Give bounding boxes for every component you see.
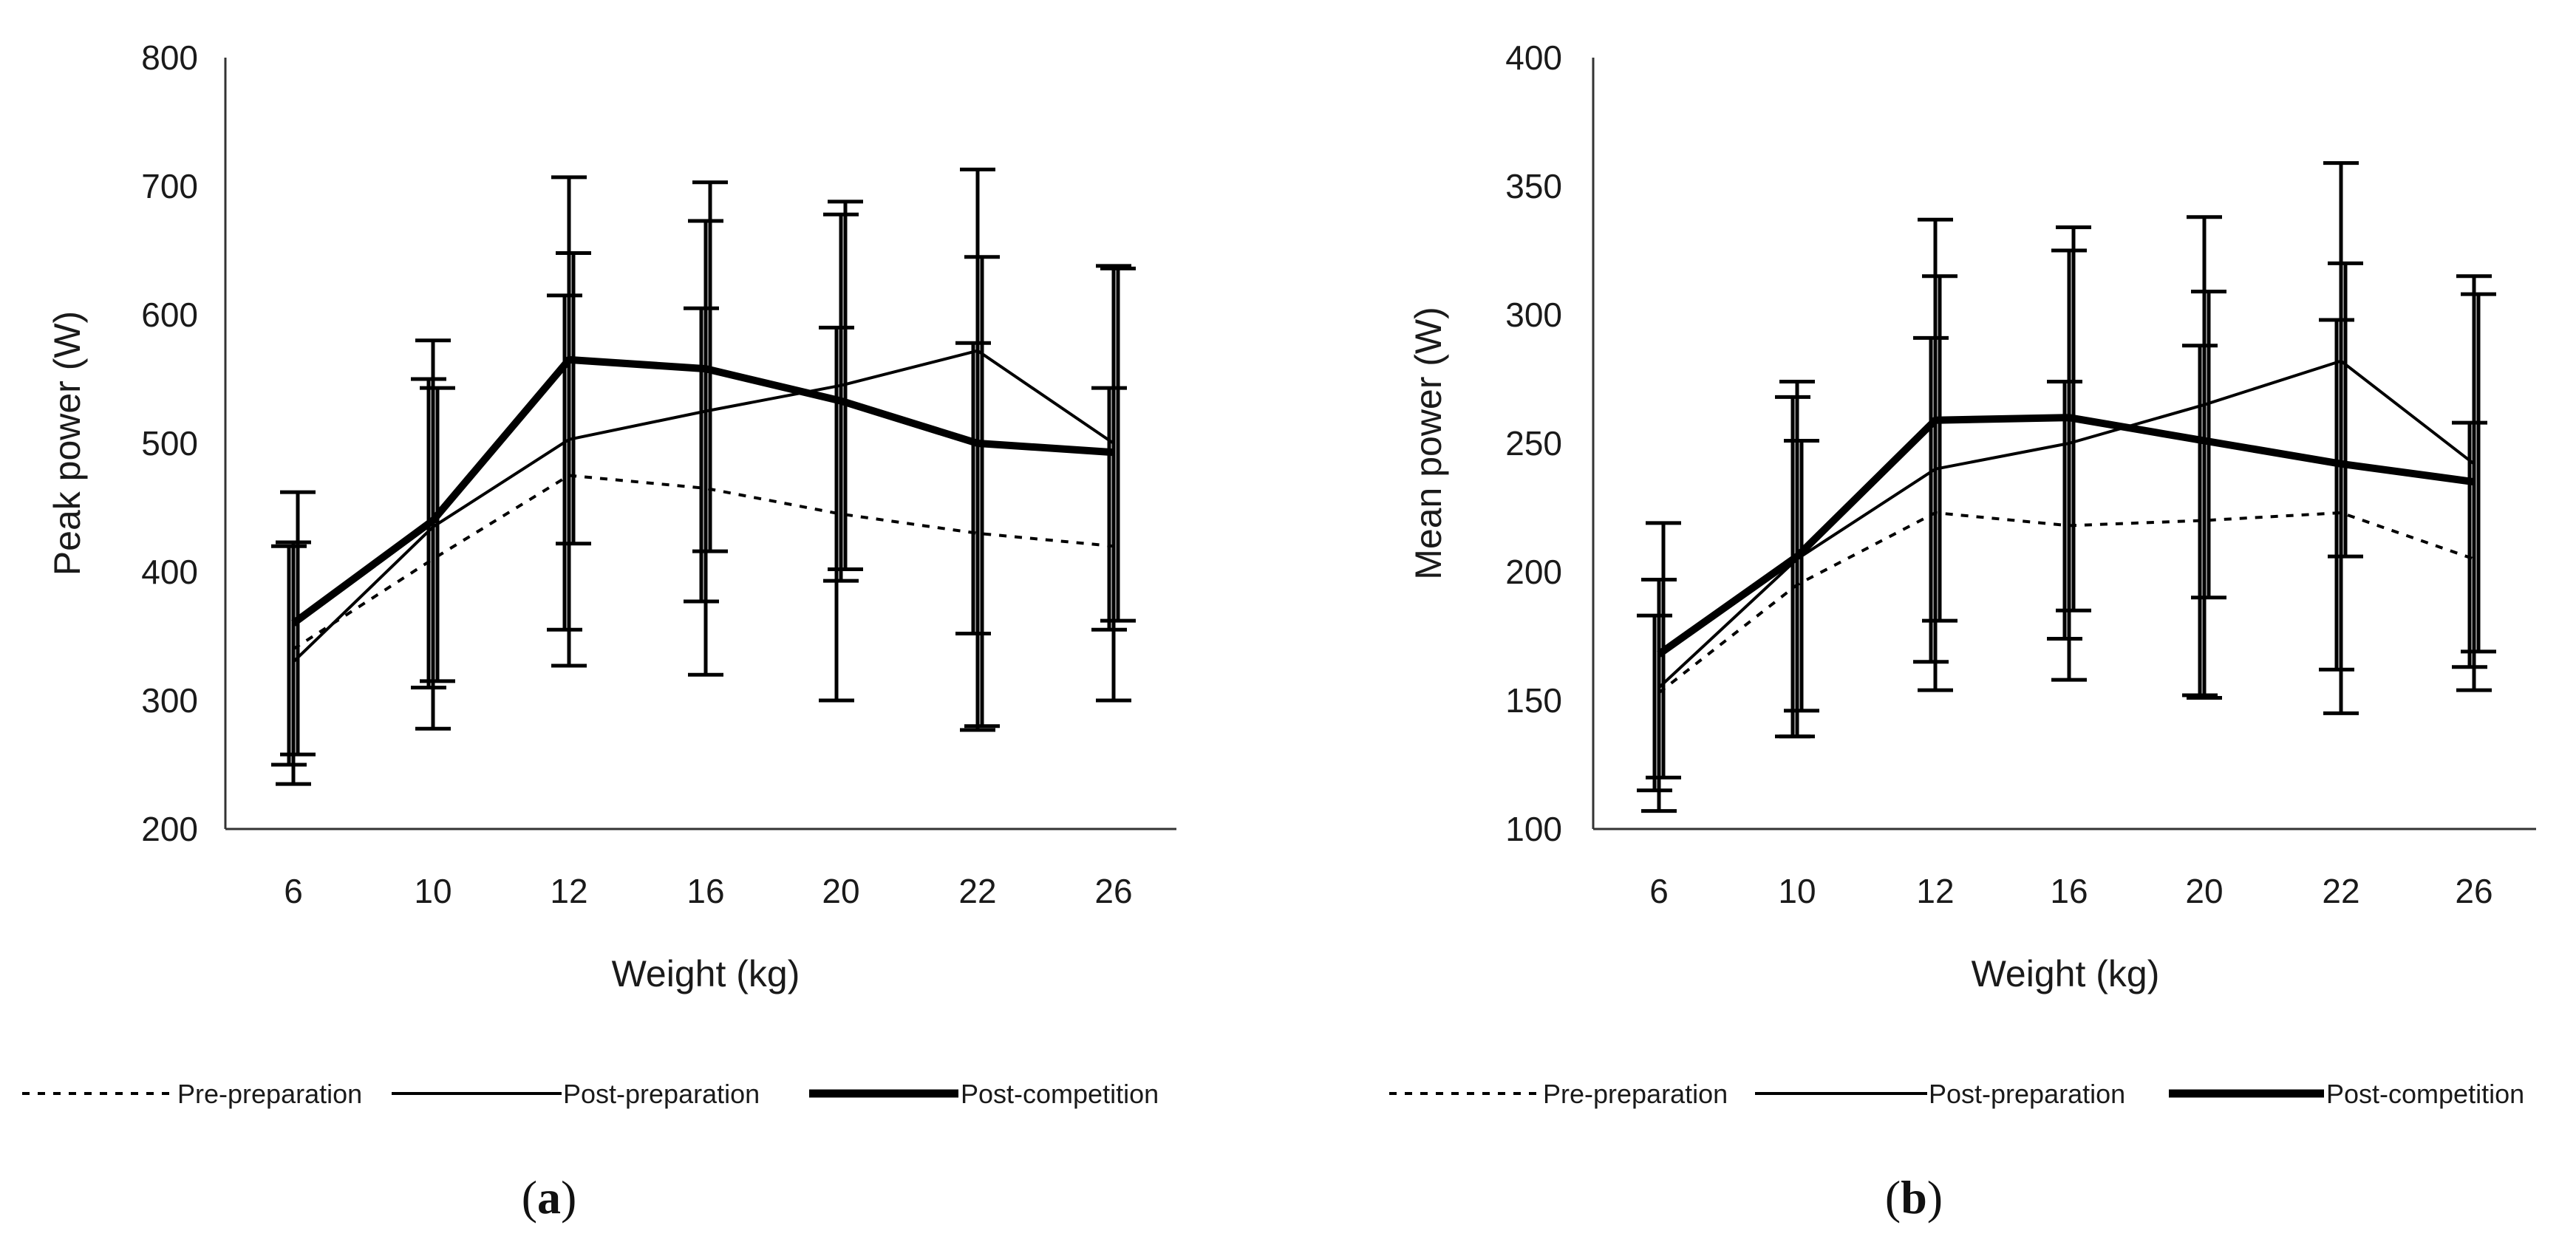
x-tick-label: 22	[2322, 872, 2359, 910]
error-bar	[960, 167, 995, 732]
error-bar	[1918, 217, 1953, 692]
x-tick-label: 10	[414, 872, 452, 910]
error-bar	[2047, 379, 2082, 641]
chart-marks	[1637, 161, 2496, 813]
panel-label: (a)	[522, 1171, 577, 1224]
legend-label-pre-preparation: Pre-preparation	[1543, 1079, 1728, 1109]
y-tick-label: 100	[1505, 810, 1562, 848]
chart-marks	[271, 167, 1136, 786]
y-tick-label: 200	[141, 810, 198, 848]
error-bar	[1091, 386, 1127, 632]
x-axis-title: Weight (kg)	[612, 953, 800, 994]
error-bar	[1096, 264, 1131, 703]
legend-label-post-competition: Post-competition	[2326, 1079, 2524, 1109]
error-bar	[1641, 577, 1677, 813]
y-axis-title: Peak power (W)	[47, 311, 88, 576]
error-bar	[420, 386, 455, 683]
y-tick-label: 400	[1505, 38, 1562, 77]
y-tick-label: 400	[141, 553, 198, 591]
error-bar	[2461, 292, 2496, 654]
chart-peak-power: 800 700 600 500 400 300 200 6 10 12 16 2…	[22, 38, 1176, 1224]
error-bar	[271, 544, 307, 767]
x-tick-label: 6	[1649, 872, 1669, 910]
error-bar	[551, 175, 587, 668]
error-bar	[2187, 215, 2222, 700]
error-bar	[2319, 318, 2354, 672]
y-tick-label: 250	[1505, 424, 1562, 463]
x-tick-label: 6	[284, 872, 303, 910]
error-bar	[2328, 261, 2363, 559]
error-bar	[2456, 274, 2492, 692]
x-tick-label: 16	[2050, 872, 2088, 910]
error-bar	[2323, 161, 2359, 715]
y-tick-label: 500	[141, 424, 198, 463]
error-bar	[1100, 266, 1136, 623]
error-bar	[2452, 420, 2487, 669]
legend-label-post-preparation: Post-preparation	[1929, 1079, 2125, 1109]
y-tick-label: 600	[141, 296, 198, 334]
error-bar	[411, 377, 446, 690]
error-bar	[415, 338, 451, 731]
chart-mean-power: 400 350 300 250 200 150 100 6 10 12 16 2…	[1389, 38, 2536, 1224]
legend-label-post-preparation: Post-preparation	[563, 1079, 760, 1109]
y-tick-label: 300	[141, 681, 198, 720]
x-tick-label: 20	[822, 872, 859, 910]
y-tick-label: 150	[1505, 681, 1562, 720]
error-bar	[955, 341, 991, 636]
y-tick-label: 350	[1505, 167, 1562, 205]
x-tick-label: 12	[550, 872, 587, 910]
x-axis-title: Weight (kg)	[1972, 953, 2160, 994]
error-bar	[276, 540, 311, 786]
error-bar	[1784, 439, 1819, 713]
error-bar	[688, 219, 723, 677]
series-line-post-competition	[1657, 414, 2475, 658]
error-bar	[2051, 248, 2087, 682]
x-tick-label: 20	[2185, 872, 2223, 910]
x-tick-label: 10	[1778, 872, 1816, 910]
error-bar	[964, 255, 1000, 729]
y-tick-label: 300	[1505, 296, 1562, 334]
x-tick-label: 16	[686, 872, 724, 910]
x-tick-label: 12	[1916, 872, 1954, 910]
x-tick-label: 26	[2455, 872, 2492, 910]
error-bar	[1637, 613, 1672, 793]
error-bar	[1913, 335, 1949, 664]
error-bar	[1922, 274, 1957, 623]
y-axis-title: Mean power (W)	[1408, 307, 1449, 580]
x-tick-label: 26	[1094, 872, 1132, 910]
series-line-pre-preparation	[292, 474, 1114, 651]
error-bar	[684, 306, 719, 604]
legend-label-pre-preparation: Pre-preparation	[177, 1079, 362, 1109]
y-tick-label: 700	[141, 167, 198, 205]
panel-label: (b)	[1885, 1171, 1943, 1224]
legend-label-post-competition: Post-competition	[961, 1079, 1159, 1109]
error-bar	[556, 250, 591, 546]
y-tick-label: 800	[141, 38, 198, 77]
x-tick-label: 22	[958, 872, 996, 910]
series-line-post-preparation	[292, 349, 1115, 663]
error-bar	[547, 293, 582, 632]
series-line-pre-preparation	[1657, 511, 2475, 695]
y-tick-label: 200	[1505, 553, 1562, 591]
series-line-post-competition	[291, 355, 1114, 627]
